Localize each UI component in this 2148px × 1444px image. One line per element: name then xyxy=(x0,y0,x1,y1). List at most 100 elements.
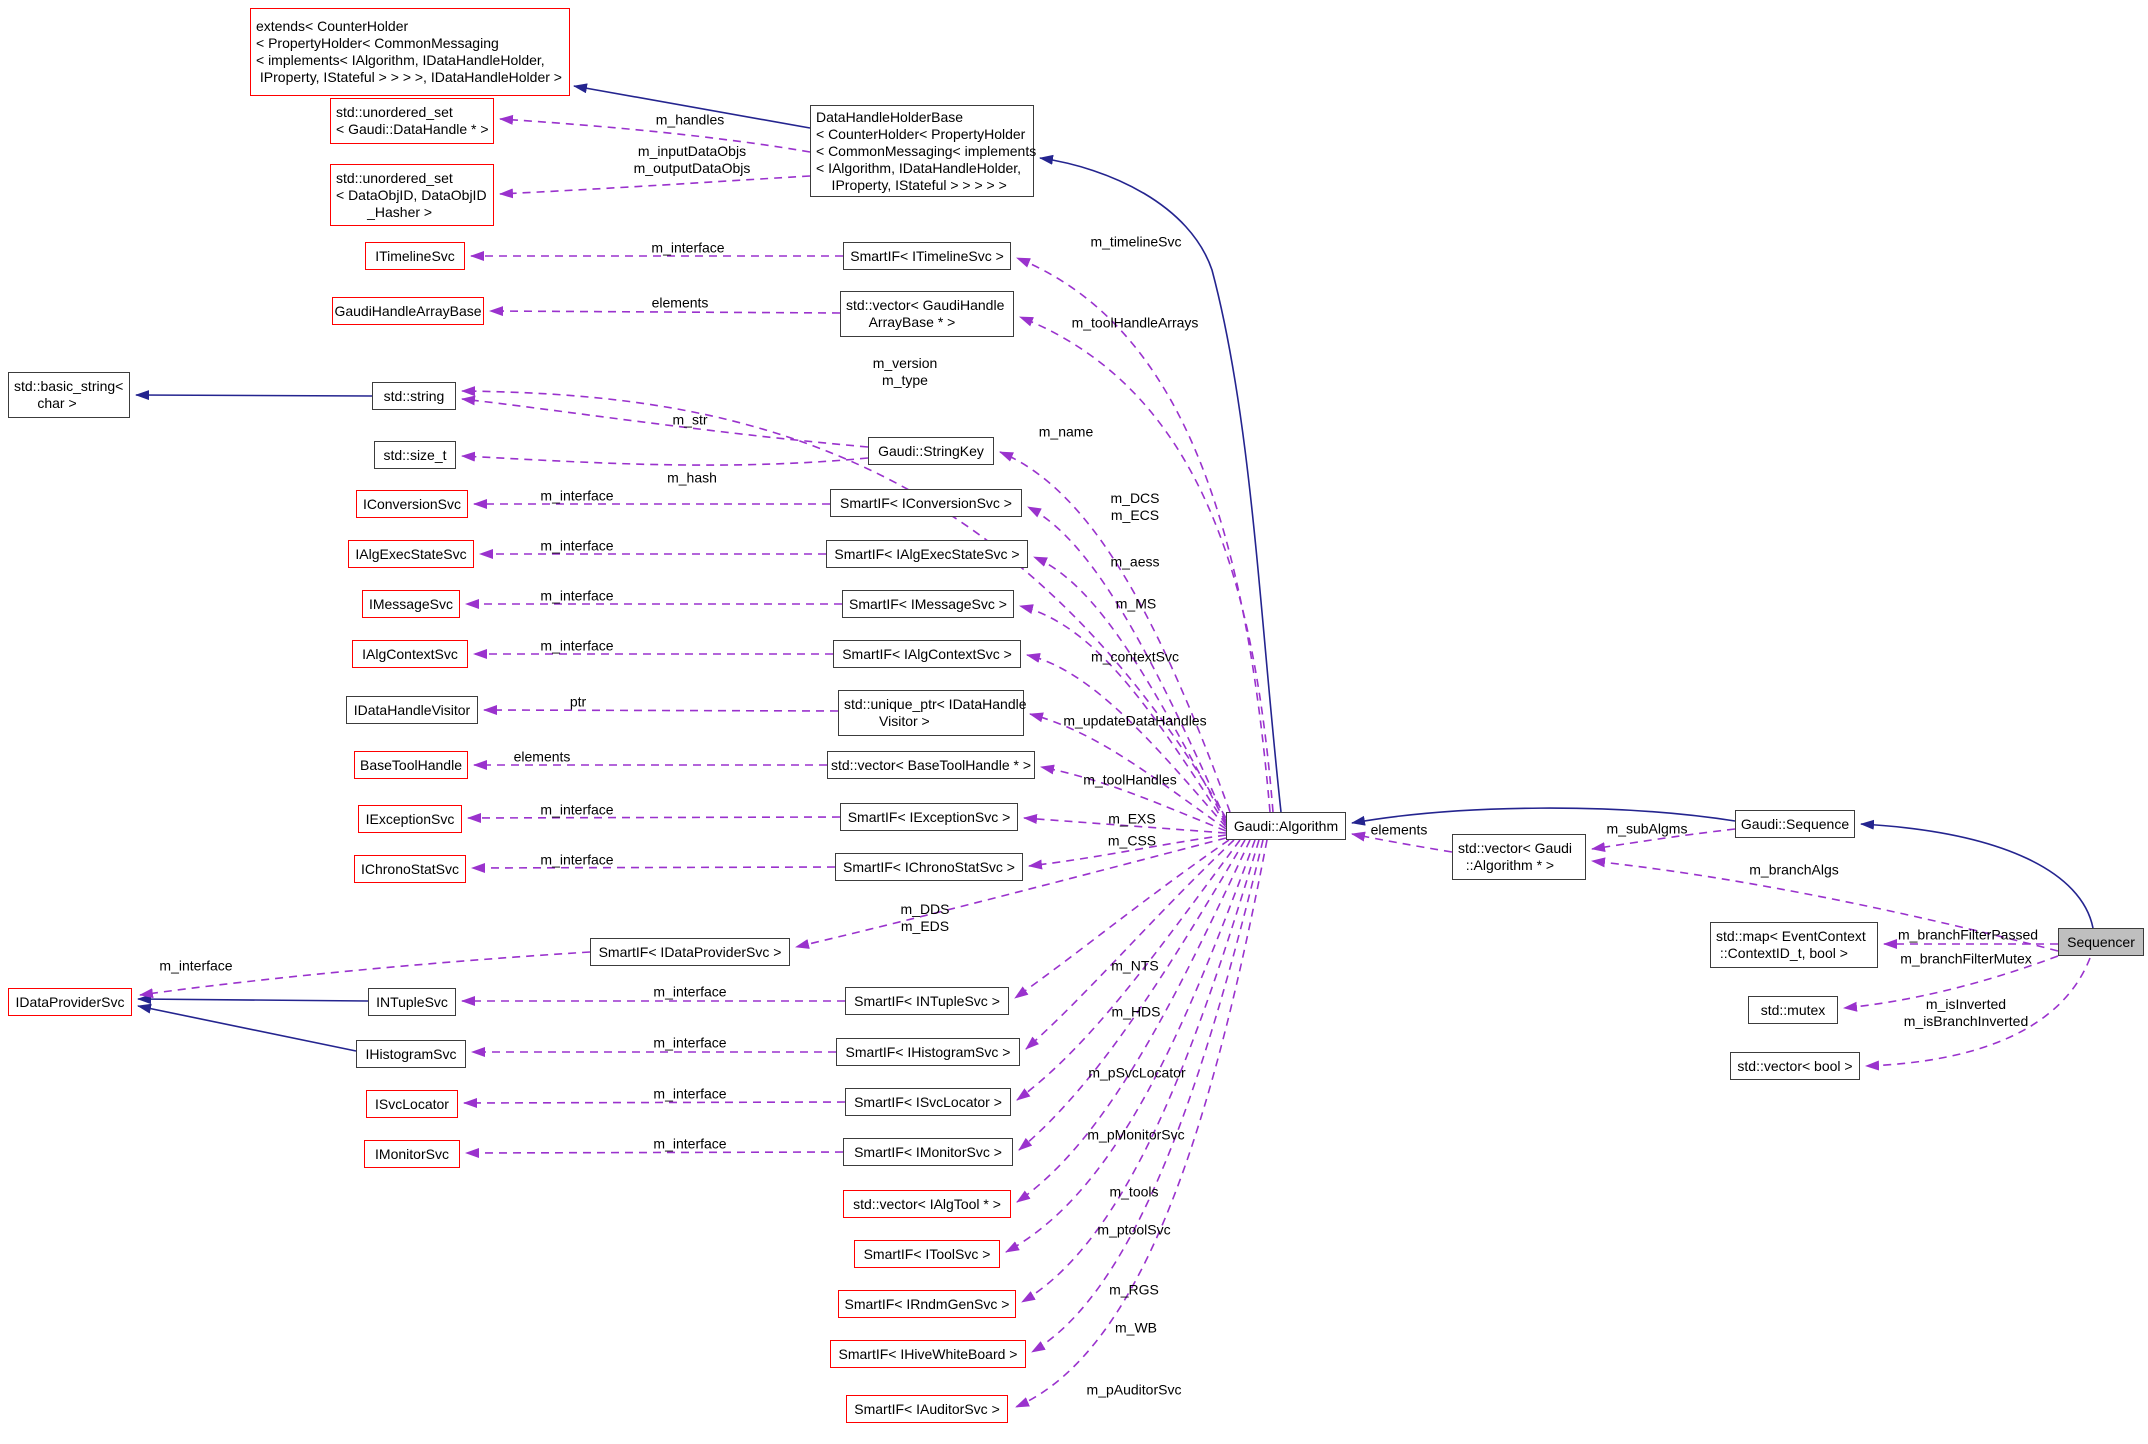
node-smartif-ihivewhiteboard-line: SmartIF< IHiveWhiteBoard > xyxy=(838,1345,1018,1362)
node-std-mutex-line: std::mutex xyxy=(1760,1001,1826,1018)
node-vector-gaudihandlearraybase[interactable]: std::vector< GaudiHandle ArrayBase * > xyxy=(840,291,1014,337)
node-unique-ptr-idatahandlevisitor[interactable]: std::unique_ptr< IDataHandle Visitor > xyxy=(838,690,1027,736)
node-unordered-set-datahandle[interactable]: std::unordered_set < Gaudi::DataHandle * … xyxy=(330,98,494,144)
edge-m-interface-svclocator xyxy=(463,1097,846,1108)
node-smartif-idataprovidersvc[interactable]: SmartIF< IDataProviderSvc > xyxy=(590,938,790,966)
node-smartif-itoolsvc-line: SmartIF< IToolSvc > xyxy=(863,1245,991,1262)
edge-m-dcs-ecs xyxy=(1027,506,1227,822)
node-sequencer[interactable]: Sequencer xyxy=(2058,928,2144,956)
node-idataprovidersvc[interactable]: IDataProviderSvc xyxy=(8,988,132,1016)
edge-dhhb-to-extends xyxy=(573,83,811,129)
edge-m-str xyxy=(461,395,869,448)
edge-elements-algorithm xyxy=(1351,831,1453,853)
node-smartif-ihistogramsvc-line: SmartIF< IHistogramSvc > xyxy=(845,1043,1011,1060)
node-gaudi-sequence[interactable]: Gaudi::Sequence xyxy=(1735,810,1855,838)
edge-m-branchalgs xyxy=(1591,857,2059,952)
node-iconversionsvc[interactable]: IConversionSvc xyxy=(356,490,468,518)
node-imessagesvc[interactable]: IMessageSvc xyxy=(362,590,460,618)
node-std-size-t[interactable]: std::size_t xyxy=(374,441,456,469)
node-gaudihandlearraybase-line: GaudiHandleArrayBase xyxy=(334,302,482,319)
node-iexceptionsvc[interactable]: IExceptionSvc xyxy=(358,805,462,833)
node-smartif-itoolsvc[interactable]: SmartIF< IToolSvc > xyxy=(854,1240,1000,1268)
edge-m-hash xyxy=(461,451,869,466)
node-ichronostatsvc[interactable]: IChronoStatSvc xyxy=(354,855,466,883)
node-unordered-set-datahandle-line: < Gaudi::DataHandle * > xyxy=(336,121,489,137)
node-gaudi-algorithm[interactable]: Gaudi::Algorithm xyxy=(1226,812,1346,840)
node-vector-gaudi-algorithm-line: std::vector< Gaudi xyxy=(1458,840,1573,856)
node-isvclocator[interactable]: ISvcLocator xyxy=(366,1090,458,1118)
node-smartif-irndmgensvc-line: SmartIF< IRndmGenSvc > xyxy=(844,1295,1010,1312)
node-std-mutex[interactable]: std::mutex xyxy=(1748,996,1838,1024)
node-vector-ialgtool[interactable]: std::vector< IAlgTool * > xyxy=(843,1190,1011,1218)
node-vector-basetoolhandle-line: std::vector< BaseToolHandle * > xyxy=(831,756,1032,773)
node-unordered-set-datahandle-line: std::unordered_set xyxy=(336,104,453,120)
node-smartif-ihistogramsvc[interactable]: SmartIF< IHistogramSvc > xyxy=(836,1038,1020,1066)
node-smartif-itimelinesvc[interactable]: SmartIF< ITimelineSvc > xyxy=(843,242,1011,270)
edge-m-handles xyxy=(499,114,811,153)
node-extends-holder[interactable]: extends< CounterHolder < PropertyHolder< … xyxy=(250,8,570,96)
node-smartif-intuplesvc-line: SmartIF< INTupleSvc > xyxy=(854,992,1000,1009)
node-ihistogramsvc-line: IHistogramSvc xyxy=(365,1045,457,1062)
node-ihistogramsvc[interactable]: IHistogramSvc xyxy=(356,1040,466,1068)
node-vector-gaudi-algorithm[interactable]: std::vector< Gaudi ::Algorithm * > xyxy=(1452,834,1586,880)
node-smartif-ialgexecstatesvc[interactable]: SmartIF< IAlgExecStateSvc > xyxy=(826,540,1028,568)
node-std-string[interactable]: std::string xyxy=(372,382,456,410)
node-datahandleholderbase-line: DataHandleHolderBase xyxy=(816,108,964,125)
edge-m-toolhandles xyxy=(1040,764,1227,832)
edges xyxy=(135,83,2094,1408)
node-smartif-imessagesvc[interactable]: SmartIF< IMessageSvc > xyxy=(842,590,1014,618)
node-datahandleholderbase-line: < IAlgorithm, IDataHandleHolder, xyxy=(816,159,1022,176)
node-iconversionsvc-line: IConversionSvc xyxy=(362,495,462,512)
node-smartif-imonitorsvc[interactable]: SmartIF< IMonitorSvc > xyxy=(843,1138,1013,1166)
node-smartif-ihivewhiteboard[interactable]: SmartIF< IHiveWhiteBoard > xyxy=(830,1340,1026,1368)
edge-m-dds-eds xyxy=(795,837,1227,949)
node-vector-basetoolhandle[interactable]: std::vector< BaseToolHandle * > xyxy=(827,751,1035,779)
edge-ihistogramsvc-to-idataprovidersvc xyxy=(137,1003,357,1052)
node-unordered-set-dataobjid-line: < DataObjID, DataObjID xyxy=(336,186,487,203)
node-gaudi-stringkey[interactable]: Gaudi::StringKey xyxy=(868,437,994,465)
node-intuplesvc[interactable]: INTupleSvc xyxy=(368,988,456,1016)
node-smartif-iexceptionsvc-line: SmartIF< IExceptionSvc > xyxy=(847,808,1011,825)
edge-m-ptoolsvc xyxy=(1005,839,1256,1253)
node-gaudihandlearraybase[interactable]: GaudiHandleArrayBase xyxy=(332,297,484,325)
node-smartif-ichronostatsvc[interactable]: SmartIF< IChronoStatSvc > xyxy=(835,853,1023,881)
node-extends-holder-line: < implements< IAlgorithm, IDataHandleHol… xyxy=(256,52,545,68)
edge-m-pauditorsvc xyxy=(1015,839,1268,1408)
node-basetoolhandle[interactable]: BaseToolHandle xyxy=(354,751,468,779)
node-ialgcontextsvc[interactable]: IAlgContextSvc xyxy=(352,640,468,668)
node-smartif-imessagesvc-line: SmartIF< IMessageSvc > xyxy=(849,595,1007,612)
node-smartif-ialgcontextsvc-line: SmartIF< IAlgContextSvc > xyxy=(842,645,1012,662)
node-unique-ptr-idatahandlevisitor-line: Visitor > xyxy=(844,713,930,729)
node-extends-holder-line: < PropertyHolder< CommonMessaging xyxy=(256,35,499,51)
node-vector-gaudihandlearraybase-line: ArrayBase * > xyxy=(846,314,956,330)
node-vector-bool[interactable]: std::vector< bool > xyxy=(1730,1052,1860,1080)
node-smartif-irndmgensvc[interactable]: SmartIF< IRndmGenSvc > xyxy=(838,1290,1016,1318)
node-smartif-iauditorsvc[interactable]: SmartIF< IAuditorSvc > xyxy=(846,1395,1008,1423)
node-unordered-set-dataobjid[interactable]: std::unordered_set < DataObjID, DataObjID… xyxy=(330,164,494,226)
node-unordered-set-dataobjid-line: std::unordered_set xyxy=(336,169,453,186)
node-smartif-iconversionsvc[interactable]: SmartIF< IConversionSvc > xyxy=(830,489,1022,517)
node-ialgexecstatesvc[interactable]: IAlgExecStateSvc xyxy=(348,540,474,568)
node-smartif-ialgcontextsvc[interactable]: SmartIF< IAlgContextSvc > xyxy=(833,640,1021,668)
edge-m-ms xyxy=(1019,604,1227,826)
node-imonitorsvc[interactable]: IMonitorSvc xyxy=(364,1140,460,1168)
edge-m-exs xyxy=(1023,813,1227,834)
node-isvclocator-line: ISvcLocator xyxy=(375,1095,449,1112)
node-basic-string[interactable]: std::basic_string< char > xyxy=(8,372,130,418)
node-itimelinesvc[interactable]: ITimelineSvc xyxy=(365,242,465,270)
node-idatahandlevisitor[interactable]: IDataHandleVisitor xyxy=(346,696,478,724)
node-map-eventcontext-line: std::map< EventContext xyxy=(1716,928,1866,944)
node-gaudi-sequence-line: Gaudi::Sequence xyxy=(1740,815,1850,832)
node-smartif-itimelinesvc-line: SmartIF< ITimelineSvc > xyxy=(850,247,1004,264)
edge-m-interface-exception xyxy=(467,812,841,823)
node-smartif-isvclocator[interactable]: SmartIF< ISvcLocator > xyxy=(845,1088,1011,1116)
node-smartif-iexceptionsvc[interactable]: SmartIF< IExceptionSvc > xyxy=(840,803,1018,831)
node-datahandleholderbase[interactable]: DataHandleHolderBase < CounterHolder< Pro… xyxy=(810,105,1036,197)
edge-m-inout-dataobjs xyxy=(499,175,811,199)
node-datahandleholderbase-line: IProperty, IStateful > > > > > xyxy=(816,176,1007,193)
node-iexceptionsvc-line: IExceptionSvc xyxy=(365,810,455,827)
node-smartif-intuplesvc[interactable]: SmartIF< INTupleSvc > xyxy=(845,987,1009,1015)
node-extends-holder-line: IProperty, IStateful > > > >, IDataHandl… xyxy=(256,69,562,85)
node-map-eventcontext[interactable]: std::map< EventContext ::ContextID_t, bo… xyxy=(1710,922,1878,968)
